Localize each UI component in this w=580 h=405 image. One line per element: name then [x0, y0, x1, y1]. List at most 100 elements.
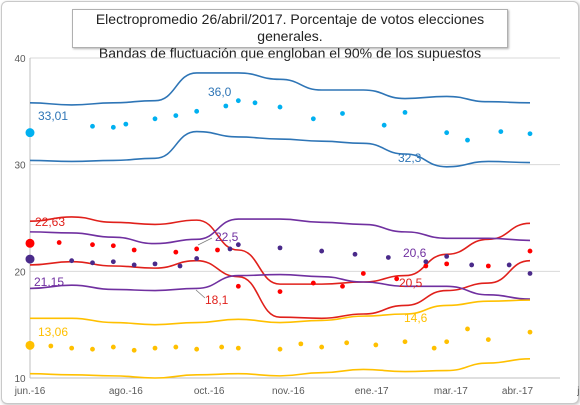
blue-data-point	[110, 124, 116, 130]
blue-data-point	[235, 98, 241, 104]
red-lower-band-line	[29, 259, 531, 320]
yellow-upper-band-line	[30, 299, 531, 326]
blue-data-point	[252, 100, 258, 106]
blue-data-point	[381, 122, 387, 128]
chart-title-box: Electropromedio 26/abril/2017. Porcentaj…	[72, 9, 508, 61]
yellow-data-point	[344, 340, 350, 346]
red-data-point	[235, 283, 241, 289]
purple-data-point	[352, 251, 358, 257]
blue-data-point	[223, 103, 229, 109]
red-data-point	[485, 263, 491, 269]
chart-title-line2: Bandas de fluctuación que engloban el 90…	[98, 45, 482, 61]
yellow-data-point	[131, 347, 137, 353]
red-data-point	[25, 238, 35, 248]
yellow-data-point	[194, 346, 200, 352]
yellow-data-point	[277, 346, 283, 352]
red-data-point	[423, 263, 429, 269]
blue-data-point	[123, 121, 129, 127]
purple-data-point	[69, 258, 75, 264]
red-data-point	[110, 243, 116, 249]
yellow-lower-band-line	[29, 358, 531, 379]
red-data-point	[194, 246, 200, 252]
red-data-point	[90, 242, 95, 248]
y-tick-label: 10	[14, 374, 26, 385]
purple-data-point	[527, 271, 533, 276]
purple-data-point	[469, 262, 475, 268]
purple-data-point	[110, 259, 116, 265]
purple-data-point	[131, 262, 137, 268]
red-data-point	[527, 248, 533, 254]
blue-data-point	[277, 104, 283, 110]
x-tick-label: ene.-17	[355, 386, 389, 397]
blue-data-point	[194, 108, 200, 114]
red-data-point	[173, 249, 179, 255]
label-leader-line	[197, 237, 213, 246]
purple-data-point	[277, 245, 283, 251]
blue-data-point	[465, 137, 470, 143]
chart-title-line1: Electropromedio 26/abril/2017. Porcentaj…	[95, 11, 485, 44]
purple-data-point	[25, 254, 35, 264]
purple-data-point	[90, 260, 95, 266]
red-data-point	[131, 247, 137, 253]
red-data-point	[310, 280, 316, 286]
purple-data-point	[385, 255, 391, 260]
yellow-data-point	[431, 345, 437, 351]
yellow-data-point	[69, 345, 75, 351]
y-tick-label: 30	[14, 161, 26, 172]
purple-data-point	[177, 263, 183, 269]
red-data-point	[360, 271, 366, 276]
data-label-yellow: 13,06	[38, 325, 68, 339]
blue-data-point	[310, 116, 316, 122]
data-label-blue: 33,01	[38, 109, 68, 123]
yellow-data-point	[402, 339, 408, 345]
red-data-point	[277, 289, 283, 294]
label-leader-line	[195, 289, 206, 299]
x-tick-label: abr.-17	[502, 386, 534, 397]
data-label-purple: 20,6	[403, 246, 427, 260]
purple-data-point	[506, 262, 512, 268]
blue-data-point	[25, 128, 35, 138]
red-data-point	[444, 261, 450, 267]
yellow-data-point	[298, 341, 304, 347]
data-label-blue: 36,0	[208, 85, 232, 99]
yellow-data-point	[48, 343, 54, 349]
blue-data-point	[527, 131, 533, 137]
purple-lower-band-line	[29, 273, 531, 300]
purple-data-point	[444, 254, 450, 259]
blue-data-point	[340, 111, 345, 116]
x-tick-label: ago.-16	[109, 386, 143, 397]
data-label-blue: 32,3	[398, 151, 422, 165]
purple-upper-band-line	[29, 218, 531, 245]
blue-lower-band-line	[29, 130, 531, 168]
purple-data-point	[235, 242, 241, 248]
purple-data-point	[152, 261, 158, 267]
red-data-point	[340, 283, 345, 289]
yellow-data-point	[173, 344, 179, 350]
red-data-point	[215, 247, 220, 253]
yellow-data-point	[465, 326, 470, 332]
red-data-point	[56, 240, 62, 245]
x-tick-label: oct.-16	[194, 386, 225, 397]
yellow-data-point	[90, 346, 95, 352]
data-label-purple: 22,5	[215, 230, 239, 244]
yellow-data-point	[319, 344, 325, 350]
purple-data-point	[319, 248, 325, 254]
red-data-point	[394, 276, 400, 282]
blue-data-point	[173, 113, 179, 118]
blue-data-point	[444, 130, 450, 136]
yellow-data-point	[373, 342, 379, 348]
blue-data-point	[152, 116, 158, 122]
yellow-data-point	[235, 345, 241, 351]
yellow-data-point	[444, 339, 450, 345]
x-tick-label: jun.-17	[576, 386, 580, 397]
data-label-red: 20,5	[399, 276, 423, 290]
data-label-red: 22,63	[35, 215, 65, 229]
blue-data-point	[402, 110, 408, 115]
x-tick-label: mar.-17	[434, 386, 468, 397]
data-label-purple: 21,15	[34, 275, 64, 289]
yellow-data-point	[485, 337, 491, 342]
data-label-red: 18,1	[205, 293, 229, 307]
y-tick-label: 40	[14, 54, 26, 65]
